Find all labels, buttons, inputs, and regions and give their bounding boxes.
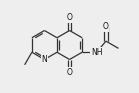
Text: N: N xyxy=(42,55,47,64)
Text: NH: NH xyxy=(91,48,102,57)
Text: O: O xyxy=(67,68,73,77)
Text: O: O xyxy=(67,13,73,22)
Text: O: O xyxy=(103,22,109,31)
